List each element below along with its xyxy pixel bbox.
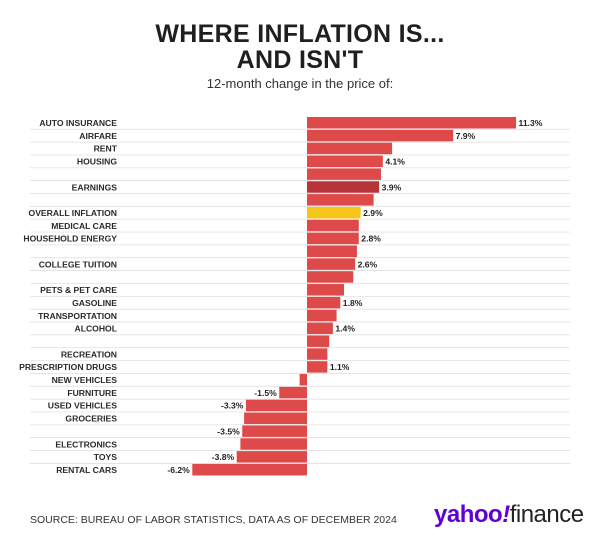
category-label-2: RENT — [94, 144, 118, 154]
bar-6 — [307, 194, 374, 206]
data-label-26: -3.8% — [212, 452, 235, 462]
bar-1 — [307, 129, 454, 142]
category-label-7: OVERALL INFLATION — [29, 208, 117, 218]
bar-0 — [307, 117, 517, 129]
category-label-0: AUTO INSURANCE — [39, 118, 117, 128]
category-label-21: FURNITURE — [67, 388, 117, 398]
bar-21 — [279, 386, 307, 399]
bar-3 — [307, 155, 383, 168]
data-label-3: 4.1% — [385, 157, 405, 167]
data-label-7: 2.9% — [363, 208, 383, 218]
bar-9 — [307, 232, 359, 245]
data-label-1: 7.9% — [456, 131, 476, 141]
bar-7 — [307, 206, 361, 219]
category-label-15: TRANSPORTATION — [38, 311, 117, 321]
bar-20 — [299, 374, 307, 386]
data-label-24: -3.5% — [217, 426, 240, 436]
category-label-1: AIRFARE — [79, 131, 117, 141]
bar-27 — [192, 463, 307, 476]
bar-4 — [307, 168, 381, 180]
bar-18 — [307, 348, 328, 360]
data-label-0: 11.3% — [519, 118, 543, 128]
category-label-8: MEDICAL CARE — [51, 221, 117, 231]
chart-subtitle: 12-month change in the price of: — [206, 76, 394, 91]
bar-23 — [244, 412, 307, 425]
category-label-11: COLLEGE TUITION — [39, 259, 117, 269]
bar-26 — [236, 451, 307, 463]
bar-2 — [307, 142, 393, 155]
bar-14 — [307, 296, 341, 309]
bar-15 — [307, 309, 337, 322]
category-label-9: HOUSEHOLD ENERGY — [23, 234, 117, 244]
source-note: SOURCE: BUREAU OF LABOR STATISTICS, DATA… — [30, 514, 397, 526]
bar-10 — [307, 245, 357, 257]
data-label-27: -6.2% — [167, 465, 190, 475]
bar-13 — [307, 284, 344, 296]
data-label-14: 1.8% — [343, 298, 363, 308]
bar-25 — [240, 438, 307, 450]
bar-11 — [307, 258, 356, 270]
category-label-25: ELECTRONICS — [55, 439, 117, 449]
bar-5 — [307, 181, 380, 193]
data-label-16: 1.4% — [335, 324, 355, 334]
category-label-13: PETS & PET CARE — [40, 285, 117, 295]
bar-12 — [307, 271, 354, 283]
category-label-19: PRESCRIPTION DRUGS — [19, 362, 117, 372]
bar-16 — [307, 322, 333, 335]
yahoo-finance-logo: yahoo!finance — [434, 501, 584, 528]
data-label-22: -3.3% — [221, 401, 244, 411]
category-label-27: RENTAL CARS — [56, 465, 117, 475]
category-label-20: NEW VEHICLES — [52, 375, 118, 385]
bar-8 — [307, 219, 359, 232]
bar-19 — [307, 361, 328, 373]
data-label-19: 1.1% — [330, 362, 350, 372]
category-label-26: TOYS — [94, 452, 118, 462]
data-label-21: -1.5% — [254, 388, 277, 398]
chart-title-line2: AND ISN'T — [236, 46, 364, 74]
category-label-3: HOUSING — [77, 157, 117, 167]
category-label-18: RECREATION — [61, 349, 117, 359]
data-label-9: 2.8% — [361, 234, 381, 244]
bar-24 — [242, 425, 307, 437]
data-label-5: 3.9% — [382, 182, 402, 192]
bar-17 — [307, 335, 330, 347]
data-label-11: 2.6% — [358, 259, 378, 269]
chart-title-line1: WHERE INFLATION IS... — [155, 20, 445, 48]
category-label-5: EARNINGS — [72, 182, 118, 192]
category-label-16: ALCOHOL — [75, 324, 118, 334]
category-label-23: GROCERIES — [65, 414, 117, 424]
category-label-14: GASOLINE — [72, 298, 117, 308]
category-label-22: USED VEHICLES — [48, 401, 118, 411]
bar-22 — [245, 399, 307, 412]
